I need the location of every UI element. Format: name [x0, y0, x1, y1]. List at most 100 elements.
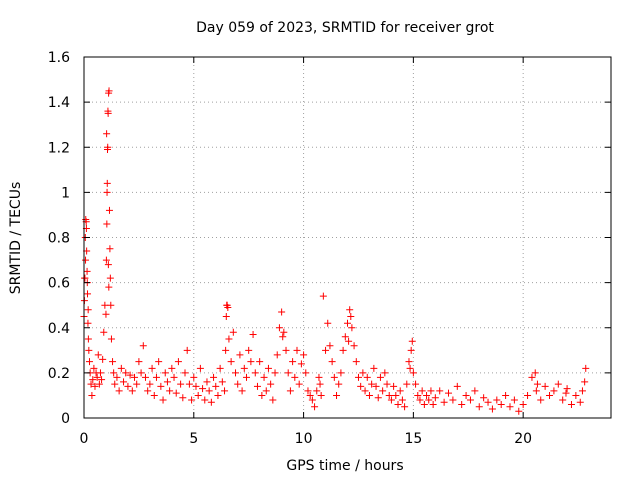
data-point	[214, 391, 222, 399]
data-point	[376, 373, 384, 381]
data-point	[103, 130, 111, 138]
x-tick-label: 0	[80, 431, 89, 447]
data-point	[102, 310, 110, 318]
data-point	[436, 387, 444, 395]
data-point	[304, 387, 312, 395]
data-point	[106, 245, 114, 253]
data-point	[85, 358, 93, 366]
data-point	[350, 342, 358, 350]
data-point	[297, 360, 305, 368]
data-point	[519, 400, 527, 408]
y-tick-label: 1.4	[48, 95, 70, 111]
data-point	[403, 380, 411, 388]
x-tick-label: 5	[189, 431, 198, 447]
data-point	[406, 364, 414, 372]
data-point	[242, 373, 250, 381]
data-point	[425, 396, 433, 404]
data-point	[99, 355, 107, 363]
data-point	[462, 391, 470, 399]
data-point	[328, 358, 336, 366]
data-point	[550, 387, 558, 395]
data-point	[541, 382, 549, 390]
data-point	[330, 373, 338, 381]
data-point	[361, 387, 369, 395]
data-point	[168, 364, 176, 372]
data-point	[152, 373, 160, 381]
data-point	[216, 364, 224, 372]
axes	[83, 56, 612, 419]
data-point	[284, 369, 292, 377]
data-point	[407, 346, 415, 354]
x-axis-label: GPS time / hours	[286, 458, 403, 474]
data-point	[106, 274, 114, 282]
data-point	[449, 396, 457, 404]
data-point	[445, 389, 453, 397]
data-point	[337, 369, 345, 377]
data-point	[563, 385, 571, 393]
data-point	[282, 346, 290, 354]
data-point	[177, 380, 185, 388]
data-point	[103, 179, 111, 187]
data-point	[115, 387, 123, 395]
data-point	[493, 396, 501, 404]
data-point	[300, 351, 308, 359]
data-point	[381, 369, 389, 377]
data-point	[183, 346, 191, 354]
data-point	[533, 380, 541, 388]
data-point	[91, 382, 99, 390]
data-point	[229, 328, 237, 336]
data-point	[392, 391, 400, 399]
data-point	[466, 396, 474, 404]
data-point	[372, 382, 380, 390]
data-point	[110, 369, 118, 377]
data-point	[394, 400, 402, 408]
data-point	[262, 387, 270, 395]
data-point	[190, 373, 198, 381]
data-point	[181, 369, 189, 377]
data-point	[471, 387, 479, 395]
data-point	[346, 306, 354, 314]
data-point	[107, 301, 115, 309]
data-point	[105, 283, 113, 291]
data-point	[222, 312, 230, 320]
y-axis-label: SRMTID / TECUs	[8, 182, 24, 295]
data-point	[139, 342, 147, 350]
y-tick-label: 0.8	[48, 231, 70, 247]
data-point	[120, 378, 128, 386]
data-point	[102, 256, 110, 264]
data-point	[207, 398, 215, 406]
data-point	[218, 378, 226, 386]
x-tick-label: 10	[295, 431, 313, 447]
data-point	[89, 376, 97, 384]
y-tick-label: 1	[61, 185, 70, 201]
data-point	[232, 369, 240, 377]
data-point	[157, 382, 165, 390]
data-point	[453, 382, 461, 390]
data-point	[135, 358, 143, 366]
data-point	[345, 337, 353, 345]
data-point	[357, 382, 365, 390]
data-point	[103, 188, 111, 196]
data-point	[84, 290, 92, 298]
data-point	[458, 400, 466, 408]
data-point	[141, 373, 149, 381]
data-point	[295, 380, 303, 388]
data-point	[317, 391, 325, 399]
data-point	[311, 403, 319, 411]
data-point	[368, 380, 376, 388]
data-point	[222, 346, 230, 354]
data-point	[370, 364, 378, 372]
data-point	[258, 391, 266, 399]
data-point	[567, 400, 575, 408]
data-point	[93, 373, 101, 381]
data-point	[408, 337, 416, 345]
data-point	[104, 107, 112, 115]
data-point	[531, 369, 539, 377]
y-tick-label: 1.2	[48, 140, 70, 156]
data-point	[576, 398, 584, 406]
data-point	[82, 256, 90, 264]
y-tick-label: 0	[61, 411, 70, 427]
data-point	[124, 382, 132, 390]
data-point	[203, 378, 211, 386]
data-point	[94, 351, 102, 359]
